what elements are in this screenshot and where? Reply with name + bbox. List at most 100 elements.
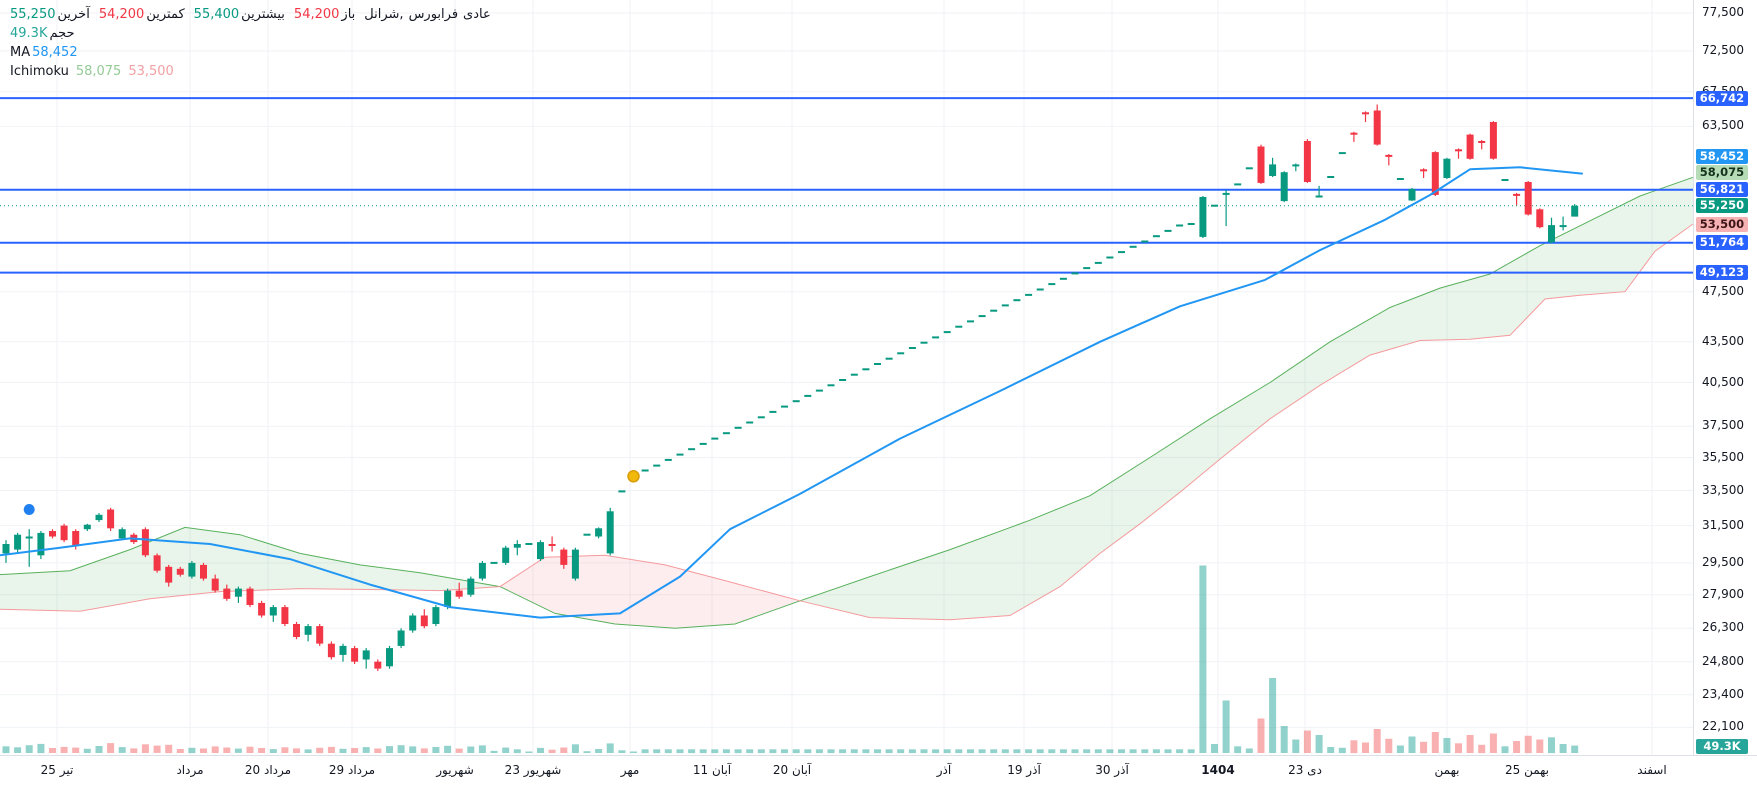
- flat-price-candle: [781, 405, 788, 408]
- time-tick-label: مهر: [620, 763, 640, 777]
- time-axis[interactable]: 25 تیر مرداد 20 مرداد 29 مرداد شهریور 23 شهری…: [0, 755, 1757, 791]
- volume-bar: [211, 746, 219, 753]
- volume-bar: [444, 745, 452, 753]
- price-tick-label: 22,100: [1702, 719, 1744, 734]
- volume-bar: [641, 749, 649, 754]
- volume-bar: [362, 747, 370, 753]
- time-tick-label: 25 بهمن: [1504, 763, 1550, 777]
- legend-open-pair: 54,200 باز: [294, 7, 355, 22]
- candle-body: [14, 534, 22, 550]
- volume-bar: [1571, 745, 1579, 753]
- yellow-dot-marker[interactable]: [627, 470, 640, 483]
- volume-bar: [269, 749, 277, 753]
- volume-bar: [571, 744, 579, 753]
- time-tick-label: 30 آذر: [1095, 763, 1129, 777]
- volume-bar: [1548, 737, 1555, 754]
- legend-ichimoku-row[interactable]: Ichimoku 58,075 53,500: [10, 62, 491, 81]
- ma-label: MA: [10, 45, 31, 60]
- candle-body: [49, 531, 56, 537]
- legend-ma-row[interactable]: MA 58,452: [10, 43, 491, 62]
- volume-bar: [1025, 749, 1033, 754]
- candle-body: [1420, 169, 1428, 172]
- candle-body: [165, 566, 173, 583]
- volume-bar: [1083, 749, 1091, 754]
- candle-body: [537, 542, 544, 560]
- volume-bar: [60, 746, 68, 753]
- volume-bar: [653, 749, 661, 754]
- flat-price-candle: [990, 309, 998, 312]
- candle-body: [571, 549, 579, 579]
- candle-body: [351, 648, 359, 662]
- candle-body: [467, 578, 475, 595]
- legend-ohlc-row[interactable]: 55,250 آخرین 54,200 کمترین 55,400 بیشتری…: [10, 5, 491, 24]
- volume-bar: [1292, 739, 1300, 753]
- volume-bar: [1385, 738, 1393, 754]
- price-axis[interactable]: 77,50072,50067,50063,50047,50043,50040,5…: [1693, 0, 1757, 755]
- volume-bar: [95, 746, 103, 753]
- candle-body: [141, 529, 149, 556]
- volume-bar: [339, 748, 347, 753]
- price-tick-label: 24,800: [1702, 653, 1744, 668]
- volume-value-badge: 49.3K: [1696, 738, 1748, 754]
- flat-price-candle: [943, 331, 951, 334]
- candle-body: [548, 544, 556, 546]
- candle-body: [1455, 149, 1462, 152]
- price-tick-label: 35,500: [1702, 449, 1744, 464]
- flat-price-candle: [1048, 283, 1056, 286]
- volume-bar: [537, 747, 544, 753]
- flat-price-candle: [618, 490, 626, 493]
- volume-bar: [1048, 749, 1056, 754]
- candle-body: [1513, 193, 1521, 196]
- volume-label: حجم: [49, 26, 75, 41]
- volume-bar: [1559, 744, 1567, 753]
- candle-body: [37, 532, 45, 556]
- blue-dot-marker[interactable]: [23, 504, 35, 515]
- symbol-word: عادی: [463, 7, 491, 22]
- candle-body: [1315, 195, 1323, 198]
- flat-price-candle: [711, 437, 719, 440]
- candle-body: [386, 648, 393, 667]
- flat-price-candle: [734, 426, 742, 429]
- price-tick-label: 77,500: [1702, 5, 1744, 19]
- candle-body: [223, 588, 231, 599]
- flat-price-candle: [664, 458, 672, 461]
- flat-price-candle: [1234, 183, 1242, 186]
- symbol-title[interactable]: شرانل, فرابورس عادی: [364, 7, 490, 22]
- price-tick-label: 63,500: [1702, 118, 1744, 133]
- volume-bar: [141, 744, 149, 753]
- ichimoku-b-value: 53,500: [128, 64, 174, 79]
- legend-volume-row[interactable]: 49.3K حجم: [10, 24, 491, 43]
- volume-bar: [130, 748, 138, 753]
- volume-bar: [14, 747, 22, 753]
- volume-bar: [386, 746, 393, 753]
- volume-bar: [1129, 749, 1137, 754]
- flat-price-candle: [955, 325, 963, 328]
- candle-body: [1443, 158, 1451, 178]
- flat-price-candle: [932, 336, 940, 339]
- flat-price-candle: [874, 363, 881, 365]
- volume-bar: [839, 749, 847, 754]
- candle-body: [1199, 197, 1207, 237]
- volume-bar: [781, 749, 788, 754]
- alert-price-badge: 56,821: [1696, 181, 1748, 197]
- candle-body: [176, 568, 184, 575]
- volume-value: 49.3K: [10, 26, 48, 41]
- volume-bar: [176, 749, 184, 753]
- price-tick-label: 43,500: [1702, 333, 1744, 348]
- volume-bar: [72, 747, 80, 753]
- flat-price-candle: [862, 368, 870, 371]
- candle-body: [95, 514, 103, 521]
- candle-body: [281, 607, 289, 624]
- candle-body: [1408, 188, 1416, 201]
- candle-body: [397, 630, 405, 646]
- flat-price-candle: [1001, 304, 1009, 307]
- flat-price-candle: [1327, 176, 1335, 178]
- volume-bar: [188, 747, 196, 754]
- volume-bar: [1466, 735, 1474, 753]
- volume-bar: [967, 749, 974, 754]
- price-tick-label: 31,500: [1702, 517, 1744, 532]
- volume-bar: [49, 748, 56, 753]
- volume-bar: [1420, 741, 1428, 754]
- ichimoku-label: Ichimoku: [10, 64, 69, 79]
